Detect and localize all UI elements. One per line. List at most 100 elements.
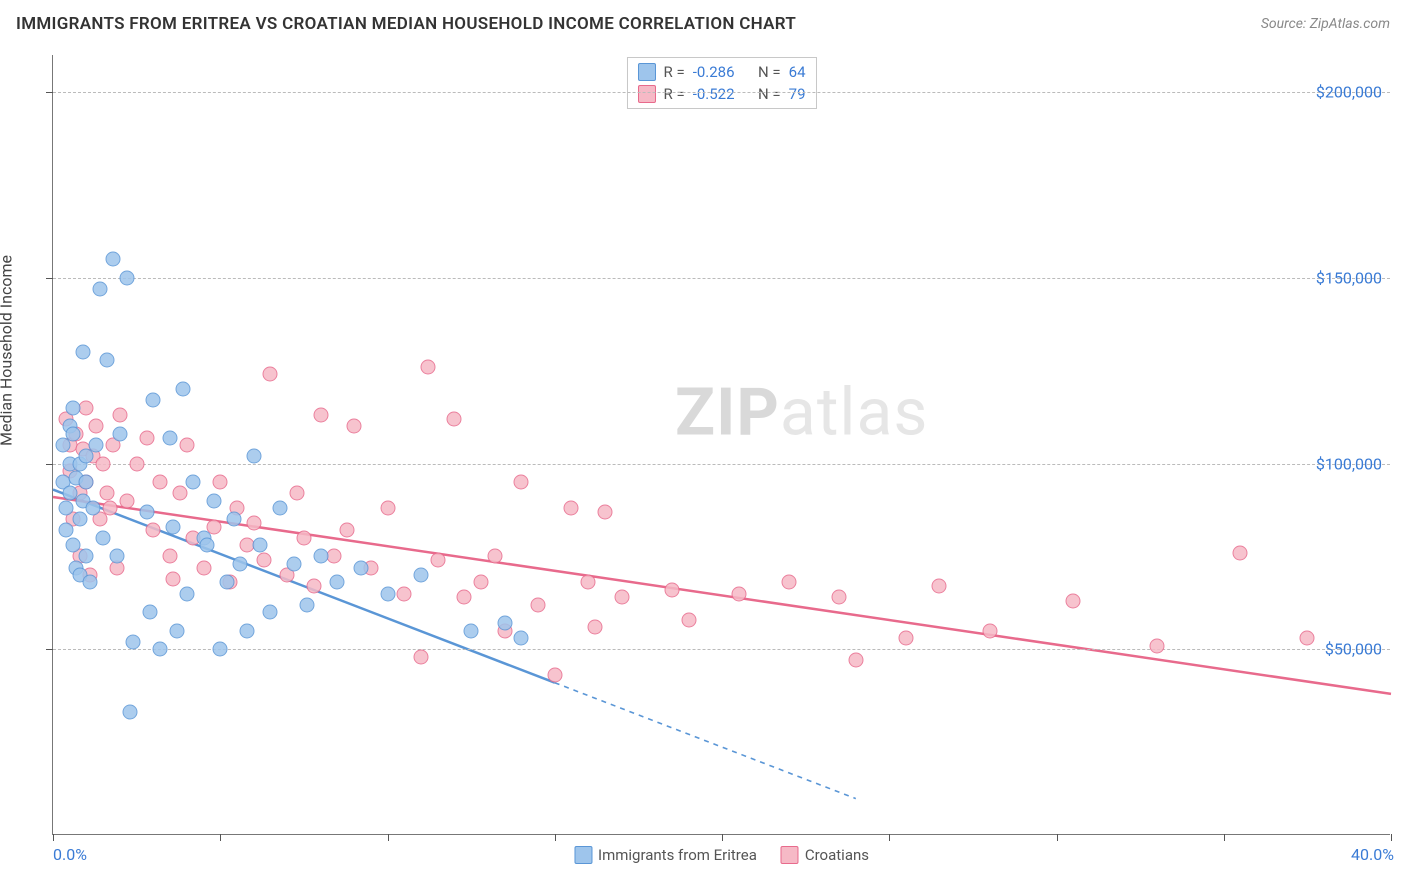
croatians-point	[79, 400, 94, 415]
croatians-point	[119, 493, 134, 508]
eritrea-point	[206, 493, 221, 508]
eritrea-point	[286, 556, 301, 571]
y-tick	[46, 464, 53, 465]
eritrea-point	[59, 523, 74, 538]
croatians-point	[96, 456, 111, 471]
croatians-point	[1233, 545, 1248, 560]
croatians-point	[179, 438, 194, 453]
croatians-point	[153, 475, 168, 490]
legend-item-croatians: Croatians	[781, 846, 869, 864]
eritrea-point	[153, 642, 168, 657]
croatians-point	[129, 456, 144, 471]
croatians-point	[173, 486, 188, 501]
croatians-point	[514, 475, 529, 490]
croatians-point	[832, 590, 847, 605]
y-tick-label: $50,000	[1325, 640, 1382, 659]
x-tick-label: 40.0%	[1351, 845, 1394, 864]
croatians-point	[313, 408, 328, 423]
x-tick	[1224, 834, 1225, 841]
croatians-point	[397, 586, 412, 601]
gridline	[53, 92, 1390, 93]
eritrea-point	[353, 560, 368, 575]
croatians-point	[982, 623, 997, 638]
x-tick	[1057, 834, 1058, 841]
chart-title: IMMIGRANTS FROM ERITREA VS CROATIAN MEDI…	[16, 14, 796, 34]
croatians-point	[681, 612, 696, 627]
eritrea-point	[92, 282, 107, 297]
croatians-point	[898, 631, 913, 646]
eritrea-point	[199, 538, 214, 553]
eritrea-point	[66, 426, 81, 441]
legend-row-eritrea: R = -0.286 N = 64	[637, 61, 805, 83]
legend-row-croatians: R = -0.522 N = 79	[637, 83, 805, 105]
x-tick	[1391, 834, 1392, 841]
x-tick	[889, 834, 890, 841]
eritrea-point	[246, 449, 261, 464]
gridline	[53, 464, 1390, 465]
eritrea-point	[112, 426, 127, 441]
eritrea-point	[139, 504, 154, 519]
x-tick	[555, 834, 556, 841]
croatians-point	[99, 486, 114, 501]
eritrea-point	[143, 605, 158, 620]
croatians-point	[1300, 631, 1315, 646]
gridline	[53, 649, 1390, 650]
x-tick	[53, 834, 54, 841]
eritrea-point	[179, 586, 194, 601]
croatians-point	[564, 501, 579, 516]
eritrea-point	[253, 538, 268, 553]
croatians-point	[457, 590, 472, 605]
croatians-point	[547, 668, 562, 683]
eritrea-point	[119, 270, 134, 285]
y-tick	[46, 278, 53, 279]
eritrea-point	[300, 597, 315, 612]
y-tick-label: $200,000	[1316, 83, 1382, 102]
eritrea-point	[79, 475, 94, 490]
eritrea-point	[233, 556, 248, 571]
croatians-point	[263, 367, 278, 382]
y-tick	[46, 92, 53, 93]
croatians-point	[380, 501, 395, 516]
croatians-point	[102, 501, 117, 516]
y-tick-label: $150,000	[1316, 268, 1382, 287]
croatians-point	[213, 475, 228, 490]
y-tick	[46, 649, 53, 650]
eritrea-point	[126, 634, 141, 649]
croatians-point	[531, 597, 546, 612]
trend-lines	[53, 55, 1390, 834]
source-credit: Source: ZipAtlas.com	[1261, 16, 1390, 32]
legend-item-eritrea: Immigrants from Eritrea	[574, 846, 757, 864]
croatians-point	[664, 582, 679, 597]
croatians-point	[413, 649, 428, 664]
croatians-point	[932, 579, 947, 594]
croatians-point	[474, 575, 489, 590]
eritrea-point	[330, 575, 345, 590]
eritrea-point	[66, 538, 81, 553]
croatians-point	[246, 516, 261, 531]
eritrea-point	[122, 705, 137, 720]
eritrea-point	[166, 519, 181, 534]
croatians-point	[430, 553, 445, 568]
croatians-point	[597, 504, 612, 519]
eritrea-point	[59, 501, 74, 516]
eritrea-point	[106, 252, 121, 267]
croatians-point	[112, 408, 127, 423]
eritrea-point	[240, 623, 255, 638]
croatians-point	[146, 523, 161, 538]
eritrea-point	[82, 575, 97, 590]
eritrea-point	[219, 575, 234, 590]
eritrea-point	[89, 438, 104, 453]
croatians-point	[731, 586, 746, 601]
eritrea-point	[380, 586, 395, 601]
correlation-legend: R = -0.286 N = 64 R = -0.522 N = 79	[626, 57, 816, 109]
croatians-point	[306, 579, 321, 594]
eritrea-point	[99, 352, 114, 367]
scatter-plot-area: ZIPatlas R = -0.286 N = 64 R = -0.522 N …	[52, 55, 1390, 835]
x-tick	[220, 834, 221, 841]
swatch-icon	[637, 63, 655, 81]
eritrea-point	[497, 616, 512, 631]
x-tick	[722, 834, 723, 841]
eritrea-point	[79, 549, 94, 564]
croatians-point	[166, 571, 181, 586]
eritrea-point	[86, 501, 101, 516]
